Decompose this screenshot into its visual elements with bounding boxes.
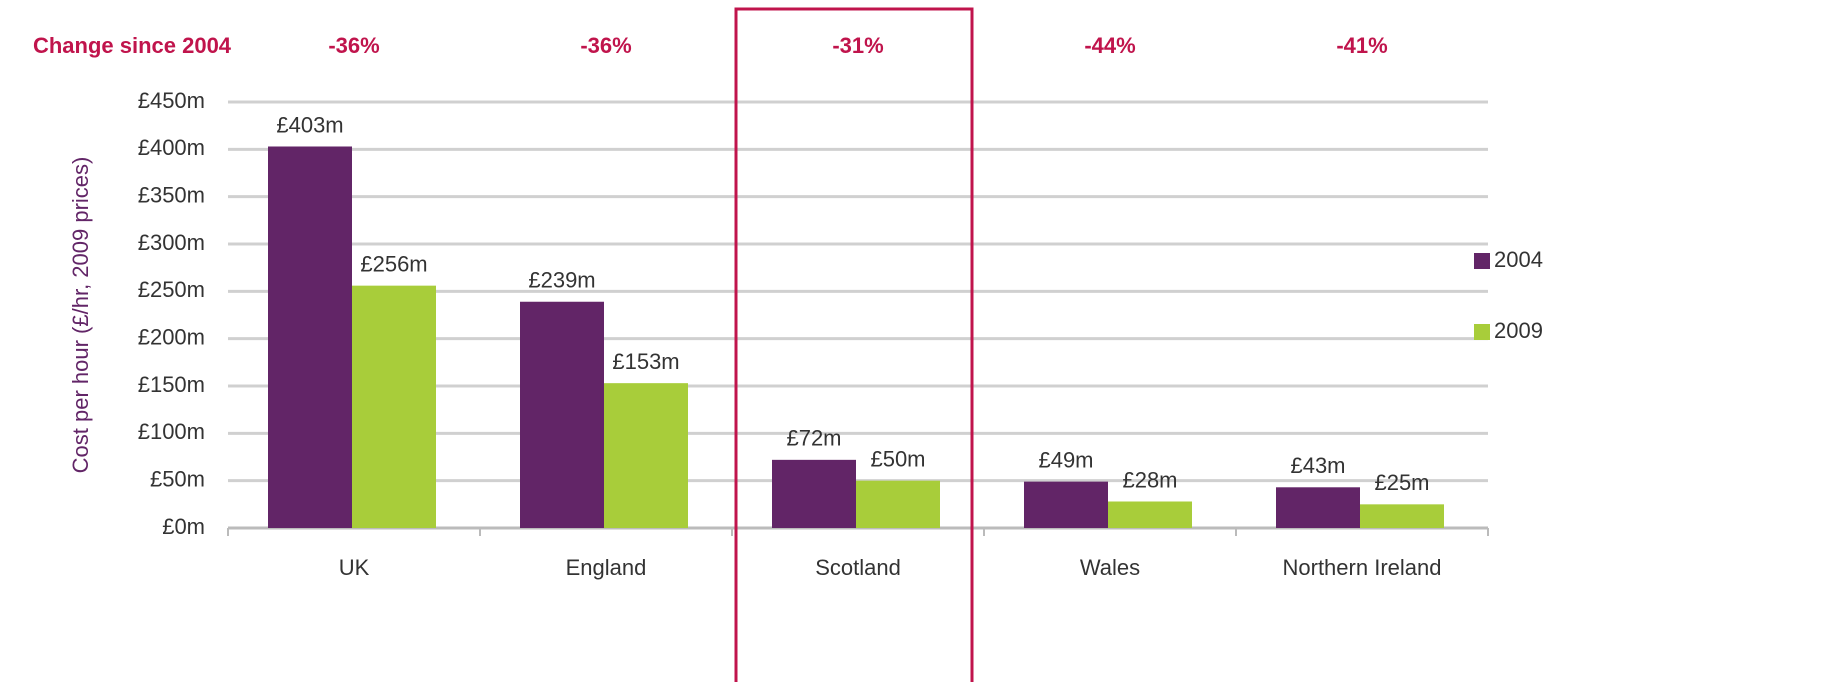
x-tick-label: Scotland [815,555,901,580]
bar [1276,487,1360,528]
y-tick-label: £50m [150,466,205,491]
value-label: £72m [786,426,841,451]
legend-swatch [1474,253,1490,269]
legend-label: 2009 [1494,318,1543,343]
bar [856,480,940,528]
value-label: £239m [528,268,595,293]
bar [772,459,856,528]
change-value: -36% [580,33,631,58]
y-tick-label: £150m [138,372,205,397]
y-tick-label: £0m [162,514,205,539]
value-label: £256m [360,251,427,276]
change-value: -36% [328,33,379,58]
bar [1108,501,1192,528]
value-label: £49m [1038,447,1093,472]
value-label: £153m [612,349,679,374]
bar [604,383,688,528]
value-label: £25m [1374,470,1429,495]
value-label: £28m [1122,467,1177,492]
change-label: Change since 2004 [33,33,232,58]
y-tick-label: £400m [138,135,205,160]
y-tick-label: £350m [138,182,205,207]
bar [268,146,352,528]
x-tick-label: Wales [1080,555,1140,580]
y-tick-label: £450m [138,88,205,113]
value-label: £50m [870,446,925,471]
bar [520,301,604,528]
change-value: -41% [1336,33,1387,58]
legend-label: 2004 [1494,247,1543,272]
value-label: £403m [276,112,343,137]
bar [1024,481,1108,528]
y-axis-label: Cost per hour (£/hr, 2009 prices) [68,157,93,474]
legend-swatch [1474,324,1490,340]
y-tick-label: £250m [138,277,205,302]
y-tick-label: £100m [138,419,205,444]
y-tick-label: £300m [138,230,205,255]
bar [352,285,436,528]
x-tick-label: England [566,555,647,580]
highlight-box [734,7,974,682]
value-label: £43m [1290,453,1345,478]
bar [1360,504,1444,528]
change-value: -44% [1084,33,1135,58]
x-tick-label: Northern Ireland [1283,555,1442,580]
y-tick-label: £200m [138,324,205,349]
x-tick-label: UK [339,555,370,580]
change-value: -31% [832,33,883,58]
